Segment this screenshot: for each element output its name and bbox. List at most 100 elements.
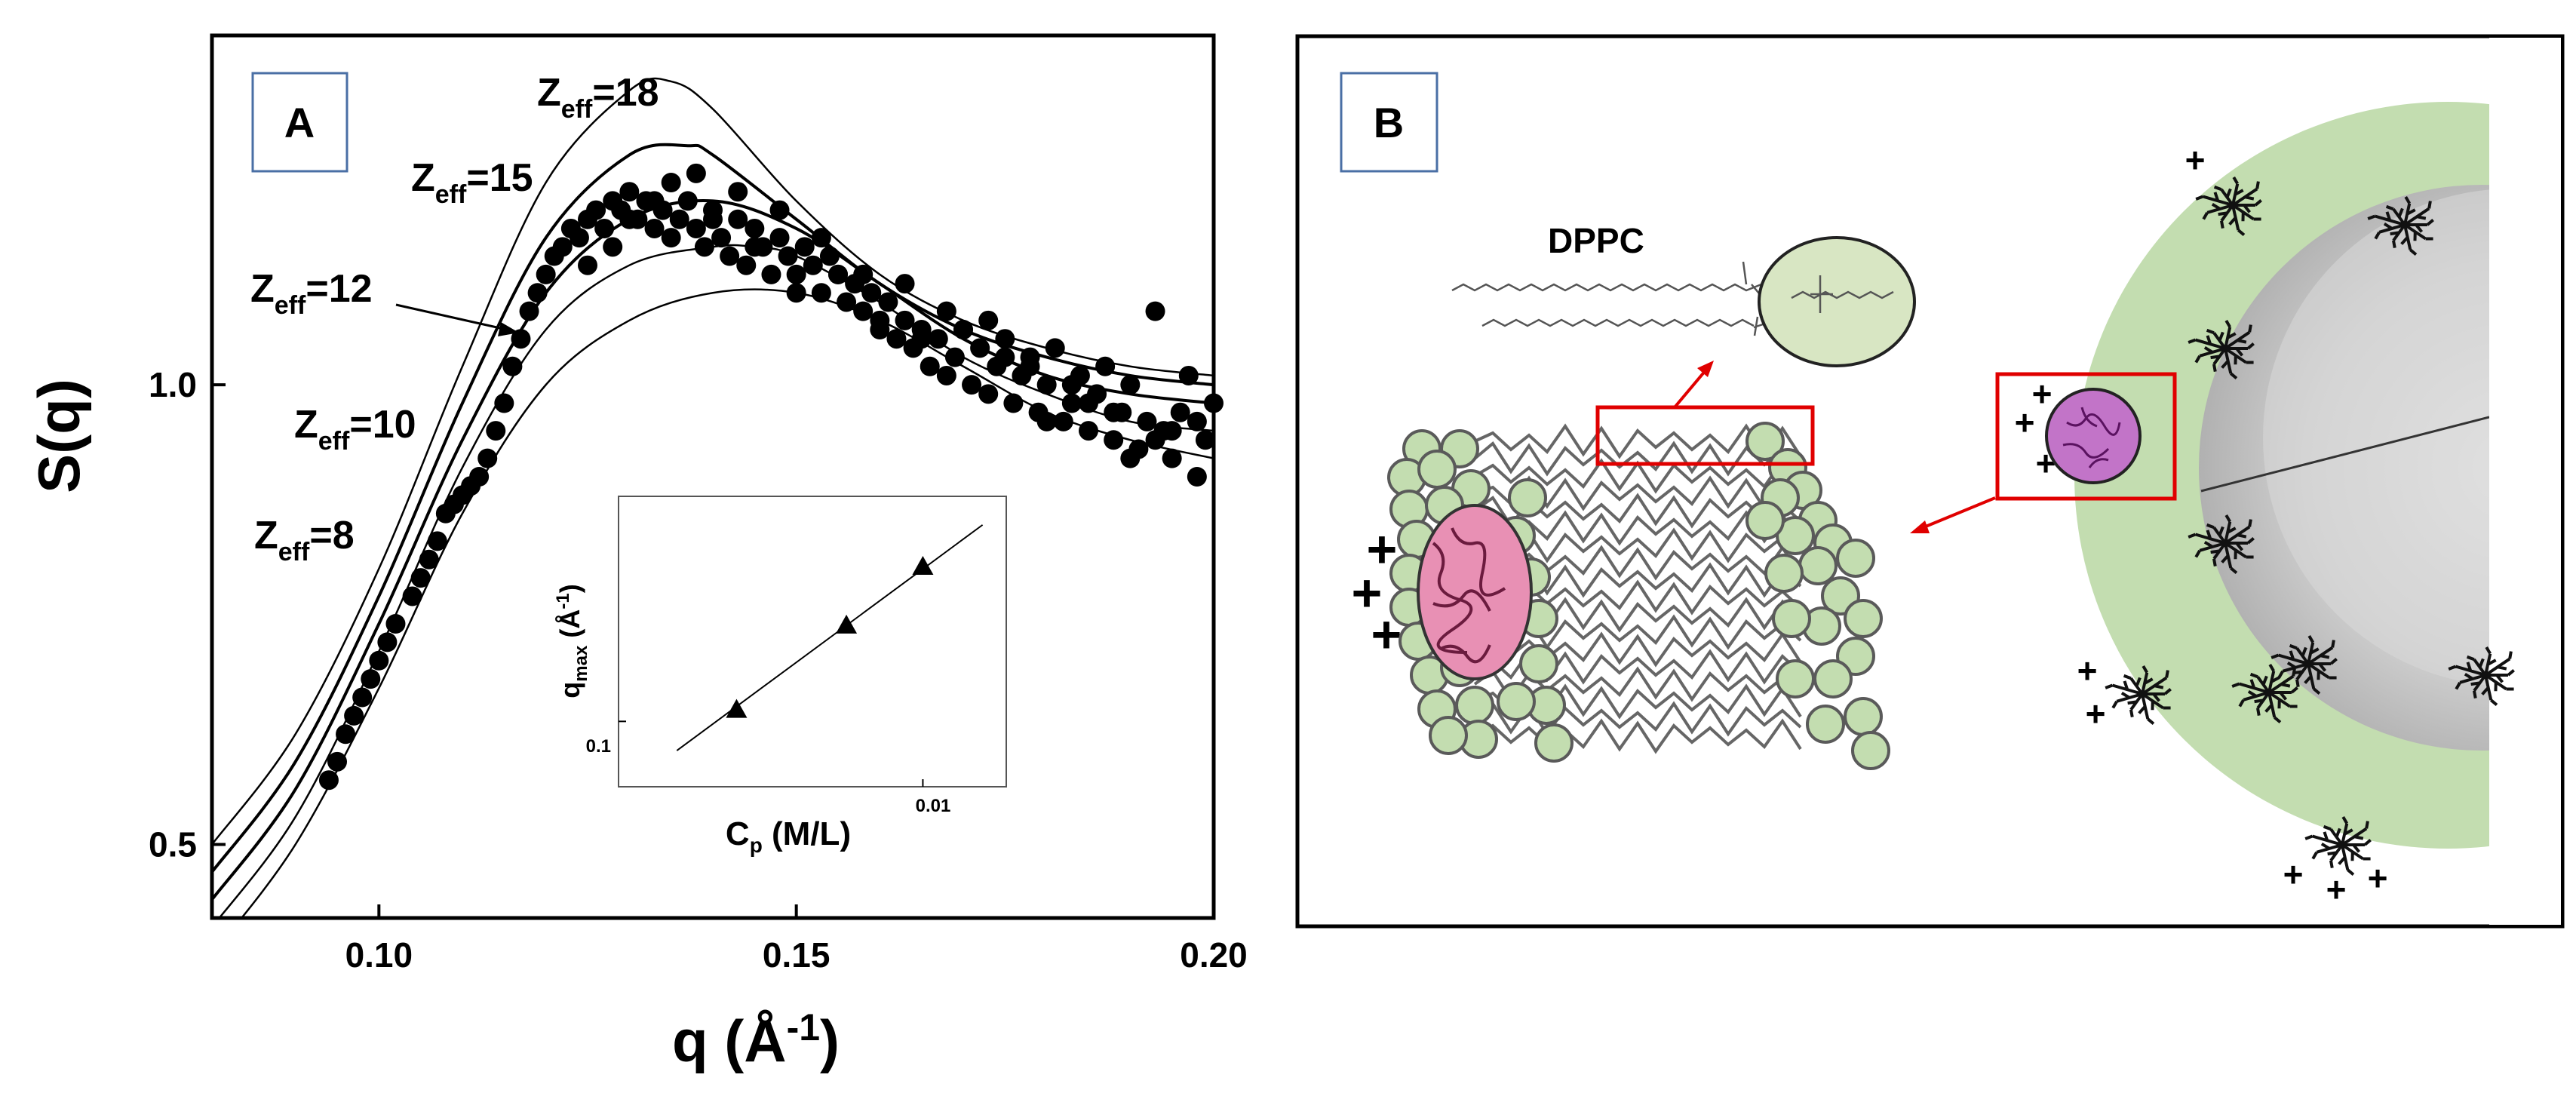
plus-sign: + bbox=[2086, 694, 2106, 733]
polymer-coil-strands bbox=[2271, 634, 2338, 695]
data-point bbox=[1170, 402, 1190, 422]
data-point bbox=[861, 283, 882, 303]
data-point bbox=[1187, 467, 1207, 487]
data-point bbox=[644, 191, 665, 211]
data-point bbox=[944, 347, 965, 367]
inset-x-unit: (M/L) bbox=[772, 815, 851, 852]
lipid-tails bbox=[1473, 423, 1802, 754]
curve-zeff-15 bbox=[212, 143, 1214, 873]
data-point bbox=[527, 283, 548, 303]
data-point bbox=[494, 393, 514, 413]
inset-y-sub: max bbox=[571, 645, 591, 682]
data-point bbox=[837, 292, 857, 312]
data-point bbox=[936, 365, 956, 385]
vesicle bbox=[2074, 102, 2489, 849]
data-point bbox=[603, 237, 623, 257]
data-point bbox=[1120, 375, 1141, 395]
data-point bbox=[519, 301, 539, 321]
data-point bbox=[1104, 402, 1124, 422]
y-axis-title: S(q) bbox=[26, 379, 92, 493]
zoom-box bbox=[1995, 372, 2177, 501]
data-point bbox=[486, 421, 506, 441]
curve-label: Zeff=18 bbox=[537, 71, 659, 124]
data-point bbox=[419, 549, 439, 570]
data-point bbox=[1036, 375, 1057, 395]
data-point bbox=[761, 264, 781, 284]
lipid-highlight-arrow-head bbox=[1697, 361, 1714, 377]
data-point bbox=[970, 338, 990, 358]
data-point bbox=[728, 209, 748, 229]
data-point bbox=[828, 264, 848, 284]
data-point bbox=[1095, 356, 1116, 376]
lipid-highlight-arrow bbox=[1673, 368, 1708, 409]
data-point bbox=[995, 329, 1015, 349]
lipid-head-bead bbox=[1455, 686, 1494, 725]
data-point bbox=[469, 467, 490, 487]
data-point bbox=[928, 329, 948, 349]
data-point bbox=[745, 237, 765, 257]
data-point bbox=[1145, 430, 1165, 450]
polymer-coil bbox=[2304, 815, 2372, 877]
zoom-particle-texture bbox=[2062, 407, 2121, 468]
inset-y-close: ) bbox=[554, 584, 585, 593]
data-point bbox=[736, 255, 757, 275]
plot-frame bbox=[210, 33, 1216, 920]
dppc-tail-1 bbox=[1451, 283, 1762, 292]
embedded-particle bbox=[1417, 504, 1533, 680]
data-point bbox=[1104, 430, 1124, 450]
lipid-head-bead bbox=[1776, 659, 1815, 698]
dppc-headgroup-chain bbox=[1791, 275, 1894, 313]
zeff12-arrow bbox=[395, 303, 508, 331]
lipid-head-bead bbox=[1519, 644, 1558, 683]
data-point bbox=[978, 310, 999, 330]
data-point bbox=[978, 384, 999, 404]
polymer-coils bbox=[2105, 176, 2515, 877]
data-point bbox=[995, 347, 1015, 367]
data-point bbox=[477, 448, 498, 468]
vesicle-core-highlight bbox=[2263, 189, 2489, 686]
inset-plot: qmax (Å-1) 0.1 0.01 Cp (M/L) bbox=[553, 496, 1007, 857]
vesicle-radius-line bbox=[2200, 416, 2489, 493]
polymer-coil-strands bbox=[2105, 665, 2172, 726]
data-point bbox=[853, 264, 874, 284]
data-point bbox=[1137, 411, 1157, 431]
polymer-coil-strands bbox=[2304, 815, 2372, 877]
data-point bbox=[318, 770, 339, 791]
plus-sign: + bbox=[2283, 855, 2304, 894]
curve-zeff-8 bbox=[240, 288, 1214, 918]
polymer-coil bbox=[2448, 646, 2515, 707]
lipid-tail bbox=[1473, 545, 1802, 581]
data-point bbox=[870, 310, 890, 330]
inset-x-tick: 0.01 bbox=[916, 796, 951, 816]
data-point bbox=[336, 724, 356, 745]
data-point bbox=[1003, 393, 1024, 413]
data-point bbox=[786, 264, 806, 284]
data-point bbox=[677, 191, 698, 211]
polymer-coil bbox=[2188, 319, 2255, 380]
inset-x-base: C bbox=[726, 815, 750, 852]
polymer-coil-strands bbox=[2448, 646, 2515, 707]
data-point bbox=[911, 329, 932, 349]
data-point bbox=[686, 218, 706, 238]
data-point bbox=[402, 586, 422, 606]
polymer-coil bbox=[2188, 514, 2255, 575]
data-point bbox=[1178, 365, 1199, 385]
plus-sign: + bbox=[2326, 870, 2347, 909]
data-point bbox=[369, 650, 389, 671]
data-point bbox=[1061, 375, 1082, 395]
data-point bbox=[619, 209, 640, 229]
data-point bbox=[344, 705, 364, 726]
data-point bbox=[427, 531, 447, 551]
data-point bbox=[352, 687, 373, 708]
data-point bbox=[1162, 448, 1182, 468]
data-point bbox=[853, 301, 874, 321]
inset-point bbox=[726, 698, 748, 718]
data-point bbox=[786, 283, 806, 303]
lipid-head-bead bbox=[1429, 716, 1468, 755]
data-point bbox=[895, 310, 915, 330]
zeff12-arrow-head bbox=[498, 322, 519, 336]
data-point bbox=[778, 246, 798, 266]
data-point bbox=[1079, 421, 1098, 441]
embedded-particle-texture bbox=[1432, 527, 1506, 664]
